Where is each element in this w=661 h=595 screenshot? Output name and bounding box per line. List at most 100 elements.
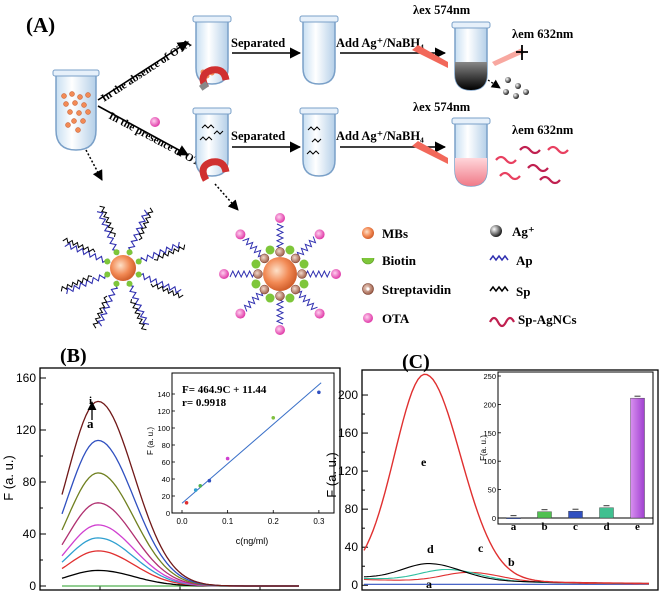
aptamer-strand — [135, 272, 182, 294]
aptamer-strand — [64, 242, 111, 264]
panel-b-inset-point — [198, 484, 203, 488]
aptamer-loop — [275, 295, 285, 325]
panel-b-inset-marks — [181, 382, 322, 505]
legend-mbs-icon — [362, 227, 374, 239]
biotin-mark — [251, 279, 261, 289]
step-label-add-1: Add Ag⁺/NaBH₄ — [336, 36, 424, 50]
aptamer-loop — [243, 288, 265, 312]
ota-mark — [235, 229, 246, 240]
ota-mark — [235, 308, 246, 319]
legend-spagncs-icon — [489, 316, 515, 328]
excitation-beam-2 — [412, 141, 448, 164]
panel-b-inset-point — [184, 501, 189, 505]
ota-mark — [314, 308, 325, 319]
panel-c-curve-c — [363, 568, 649, 585]
aptamer-loop — [294, 289, 318, 311]
excitation-beam-1 — [412, 45, 448, 68]
aptamer-strand — [97, 280, 119, 327]
streptavidin-mark — [259, 284, 270, 295]
panel-c-inset-xtick-label-e: e — [635, 521, 640, 533]
panel-c-label-e: e — [421, 455, 427, 469]
panel-c-inset-xtick-label-d: d — [603, 521, 609, 533]
sp-strand — [99, 205, 116, 238]
dotted-arrow-ag — [487, 79, 501, 89]
ota-mark — [314, 229, 325, 240]
panel-c-inset-ytick-label: 250 — [483, 372, 496, 381]
panel-b-inset-ytick-label: 60 — [162, 458, 170, 467]
panel-b-inset-point — [207, 478, 212, 483]
panel-b-y-axis: 0 40 80 120 160 — [16, 371, 261, 593]
legend-ota-label: OTA — [382, 311, 410, 326]
legend-ag-label: Ag⁺ — [512, 224, 535, 239]
panel-c-ytick-label: 160 — [338, 426, 358, 440]
panel-c-inset-bar-c — [568, 510, 583, 519]
sp-strand — [92, 295, 108, 329]
panel-b-inset-fit-line — [181, 382, 322, 504]
panel-b-ytick-label: 0 — [29, 579, 36, 593]
panel-c-ylabel: F (a. u.) — [324, 452, 339, 498]
aptamer-loop — [295, 236, 317, 260]
panel-c-ytick-label: 0 — [351, 578, 358, 592]
streptavidin-mark — [297, 269, 307, 279]
sp-strand — [138, 207, 154, 241]
magnet-icon — [199, 66, 230, 90]
panel-b-ytick-label: 40 — [23, 527, 37, 541]
panel-b-inset-ytick-label: 40 — [162, 475, 170, 484]
tube-absence-magnet — [192, 15, 232, 91]
panel-c-label: (C) — [402, 351, 430, 373]
panel-c-plot-frame — [361, 369, 659, 591]
panel-c-inset-ytick-label: 200 — [483, 400, 496, 409]
panel-b-inset-ytick-label: 0 — [166, 509, 170, 518]
biotin-mark — [104, 258, 111, 265]
legend-streptavidin-label: Streptavidin — [382, 282, 452, 297]
biotin-mark — [113, 249, 120, 256]
panel-c-inset-xtick-label-b: b — [541, 521, 547, 533]
em-wavelength-label-1: λem 632nm — [512, 27, 574, 41]
panel-b-ytick-label: 120 — [16, 423, 36, 437]
panel-c-curves — [363, 373, 649, 585]
panel-b-inset-frame — [171, 372, 335, 514]
free-ag-ions-icon — [503, 77, 529, 99]
mb-ota-complex — [219, 213, 341, 335]
panel-c-inset-ytick-label: 0 — [492, 514, 496, 523]
panel-b-inset-point — [225, 456, 230, 461]
panel-c-inset-bar-a — [506, 517, 521, 519]
branch-arrow-bottom — [97, 105, 189, 156]
sp-strand — [150, 283, 184, 299]
panel-c-y-axis: 0 40 80 120 160 200 — [338, 388, 368, 592]
no-emission-cross-icon — [516, 45, 528, 60]
biotin-mark — [251, 259, 261, 269]
panel-b-inset-ytick-label: 80 — [162, 441, 170, 450]
branch-arrow-top — [97, 41, 189, 101]
aptamer-loop — [301, 269, 331, 279]
panel-c-inset-ytick-label: 100 — [483, 457, 496, 466]
panel-c-inset-bar-e — [630, 397, 645, 519]
panel-b-ytick-label: 80 — [23, 475, 37, 489]
biotin-mark — [265, 245, 275, 255]
ota-mark — [331, 269, 341, 279]
mb-core — [263, 257, 297, 291]
biotin-mark — [113, 280, 120, 287]
step-label-add-2: Add Ag⁺/NaBH₄ — [336, 129, 424, 143]
panel-c-ytick-label: 200 — [338, 388, 358, 402]
panel-b-inset-point — [193, 488, 198, 492]
step-label-separated-2: Separated — [231, 129, 285, 143]
legend-ap-icon — [489, 254, 509, 262]
panel-c-curve-labels: e d c b a — [421, 455, 515, 591]
panel-c-curve-e — [363, 373, 649, 585]
legend-sp-label: Sp — [516, 284, 530, 299]
panel-b-inset-xtick-label: 0.1 — [222, 517, 234, 526]
panel-c-label-c: c — [478, 541, 484, 555]
panel-b-inset-point — [317, 390, 321, 395]
panel-b-label: (B) — [60, 345, 87, 367]
panel-c-inset-bars: a b c d e — [506, 395, 645, 533]
panel-c-chart: (C) F (a. u.) 0 40 80 120 160 200 e d c b a F… — [324, 351, 659, 592]
panel-b-curves — [61, 400, 299, 587]
panel-c-curve-b — [363, 571, 649, 585]
panel-c-ytick-label: 40 — [345, 540, 359, 554]
legend-sp-icon — [489, 285, 509, 293]
panel-c-inset-bar-b — [537, 511, 552, 519]
panel-b-curve-i — [61, 400, 299, 587]
biotin-mark — [104, 271, 111, 278]
tube-presence-separated — [299, 107, 339, 177]
